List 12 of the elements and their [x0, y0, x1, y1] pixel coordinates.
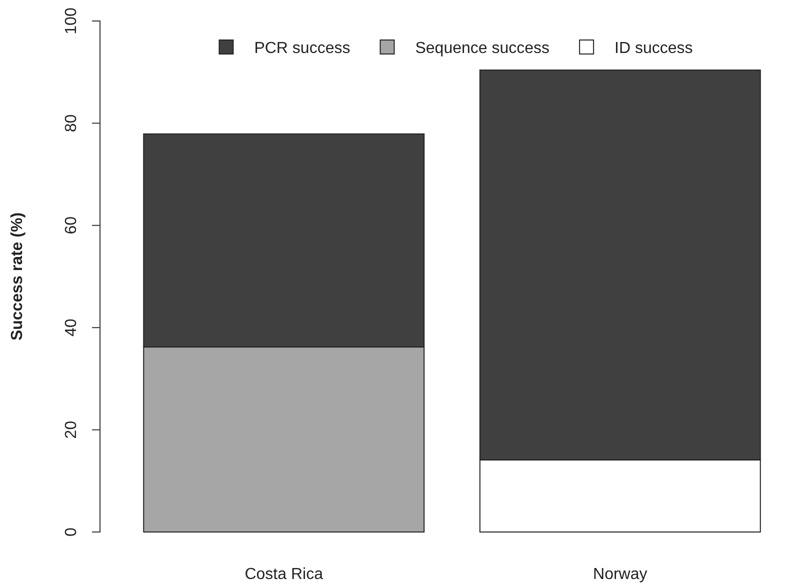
legend-label: ID success — [614, 40, 693, 57]
y-tick-label: 20 — [63, 420, 80, 439]
y-tick-label: 60 — [63, 216, 80, 234]
legend-label: PCR success — [254, 40, 350, 57]
legend-label: Sequence success — [415, 40, 550, 57]
y-tick-label: 100 — [63, 8, 80, 34]
x-tick-label: Norway — [593, 566, 648, 583]
y-axis-title: Success rate (%) — [9, 212, 26, 341]
y-tick-label: 80 — [63, 114, 80, 132]
y-tick-label: 40 — [63, 318, 80, 336]
x-tick-label: Costa Rica — [244, 566, 324, 583]
y-tick-label: 0 — [63, 527, 80, 536]
